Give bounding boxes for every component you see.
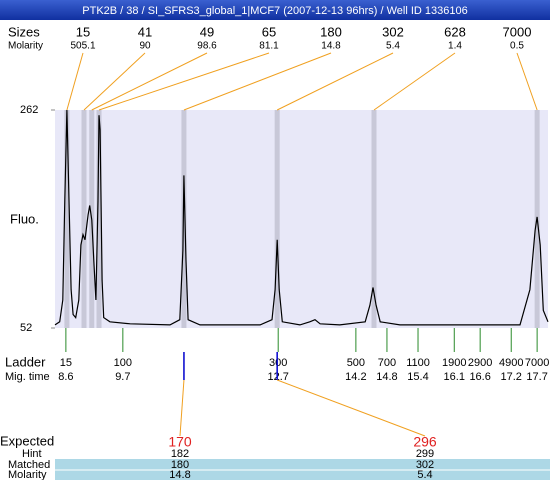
peak-molarity: 5.4 <box>386 41 400 52</box>
mig-time: 12.7 <box>267 371 288 383</box>
expected-molarity-label: Molarity <box>8 469 47 480</box>
ladder-size: 100 <box>114 357 132 369</box>
peak-connector <box>98 52 270 111</box>
peak-size-label: Sizes <box>8 24 40 39</box>
matched-molarity: 5.4 <box>417 469 432 480</box>
peak-connector <box>91 52 208 111</box>
expected-label: Expected <box>0 433 54 448</box>
mig-time: 17.2 <box>501 371 522 383</box>
mig-time-label: Mig. time <box>5 371 50 383</box>
mig-time: 9.7 <box>115 371 130 383</box>
mig-time: 16.6 <box>469 371 490 383</box>
ladder-size: 1900 <box>442 357 466 369</box>
ladder-size: 700 <box>378 357 396 369</box>
mig-time: 14.2 <box>345 371 366 383</box>
ladder-label: Ladder <box>5 354 46 369</box>
chart-title: PTK2B / 38 / SI_SFRS3_global_1|MCF7 (200… <box>82 5 467 17</box>
peak-connector <box>83 52 146 111</box>
y-axis-label: Fluo. <box>10 211 39 226</box>
peak-band <box>64 110 70 328</box>
peak-size: 180 <box>320 24 342 39</box>
peak-molarity-label: Molarity <box>8 41 43 52</box>
peak-molarity: 98.6 <box>197 41 217 52</box>
mig-time: 16.1 <box>444 371 465 383</box>
matched-molarity: 14.8 <box>169 469 190 480</box>
ladder-size: 4900 <box>499 357 523 369</box>
y-tick-label: 52 <box>20 322 32 334</box>
title-bar <box>0 0 550 20</box>
mig-time: 15.4 <box>407 371 428 383</box>
matched-label: Matched <box>8 459 50 471</box>
ladder-size: 15 <box>60 357 72 369</box>
matched-size: 180 <box>171 459 189 471</box>
peak-connector <box>66 52 84 111</box>
plot-area <box>55 110 548 328</box>
peak-molarity: 81.1 <box>259 41 279 52</box>
peak-size: 41 <box>138 24 152 39</box>
ladder-size: 300 <box>269 357 287 369</box>
peak-molarity: 505.1 <box>70 41 95 52</box>
ladder-size: 500 <box>347 357 365 369</box>
mig-time: 8.6 <box>58 371 73 383</box>
ladder-size: 1100 <box>406 357 430 369</box>
expected-size: 170 <box>168 434 192 450</box>
peak-band <box>96 110 102 328</box>
peak-band <box>81 110 87 328</box>
ladder-size: 7000 <box>525 357 549 369</box>
peak-band <box>274 110 280 328</box>
hint-size: 182 <box>171 448 189 460</box>
peak-size: 15 <box>76 24 90 39</box>
y-tick-label: 262 <box>20 104 38 116</box>
ladder-size: 2900 <box>468 357 492 369</box>
expected-size: 296 <box>413 434 437 450</box>
peak-molarity: 90 <box>139 41 151 52</box>
expected-connector <box>179 379 185 437</box>
peak-size: 7000 <box>503 24 532 39</box>
mig-time: 14.8 <box>376 371 397 383</box>
peak-molarity: 0.5 <box>510 41 524 52</box>
peak-band <box>181 110 187 328</box>
peak-size: 302 <box>382 24 404 39</box>
peak-size: 65 <box>262 24 276 39</box>
hint-label: Hint <box>22 448 42 460</box>
peak-molarity: 14.8 <box>321 41 341 52</box>
peak-connector <box>276 52 394 111</box>
peak-connector <box>516 52 538 111</box>
trace <box>54 109 549 326</box>
mig-time: 17.7 <box>526 371 547 383</box>
peak-band <box>371 110 377 328</box>
peak-size: 628 <box>444 24 466 39</box>
peak-connector <box>183 52 332 111</box>
peak-connector <box>373 52 456 111</box>
matched-size: 302 <box>416 459 434 471</box>
peak-size: 49 <box>200 24 214 39</box>
expected-connector <box>276 379 426 437</box>
hint-size: 299 <box>416 448 434 460</box>
peak-molarity: 1.4 <box>448 41 462 52</box>
